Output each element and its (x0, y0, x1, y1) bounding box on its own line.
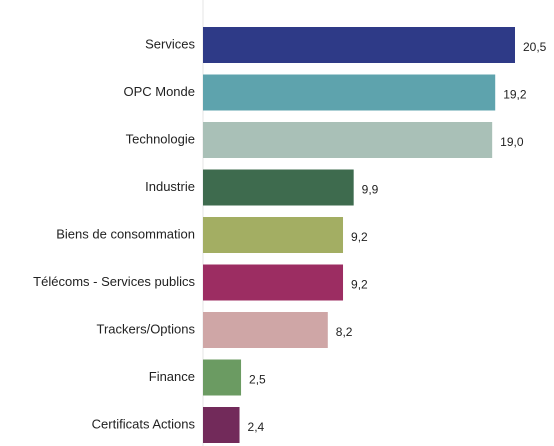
category-label: Trackers/Options (97, 321, 196, 336)
value-label: 2,5 (249, 373, 266, 387)
bar (203, 359, 242, 396)
category-label: Industrie (145, 179, 195, 194)
value-label: 9,2 (351, 278, 368, 292)
value-label: 9,2 (351, 230, 368, 244)
category-label: Finance (149, 369, 195, 384)
category-label: Certificats Actions (92, 416, 196, 431)
value-label: 2,4 (248, 420, 265, 434)
bar (203, 407, 240, 443)
category-label: Biens de consommation (56, 226, 195, 241)
category-label: Services (145, 36, 195, 51)
bar (203, 74, 496, 111)
value-label: 9,9 (362, 183, 379, 197)
value-label: 8,2 (336, 325, 353, 339)
value-label: 19,0 (500, 135, 524, 149)
bar (203, 217, 344, 253)
bar (203, 169, 354, 206)
bar (203, 27, 515, 63)
value-label: 20,5 (523, 40, 547, 54)
category-label: Télécoms - Services publics (33, 274, 195, 289)
bar (203, 264, 344, 301)
category-label: Technologie (126, 131, 195, 146)
bar (203, 312, 328, 348)
bar (203, 122, 493, 158)
category-label: OPC Monde (123, 84, 195, 99)
value-label: 19,2 (503, 88, 527, 102)
